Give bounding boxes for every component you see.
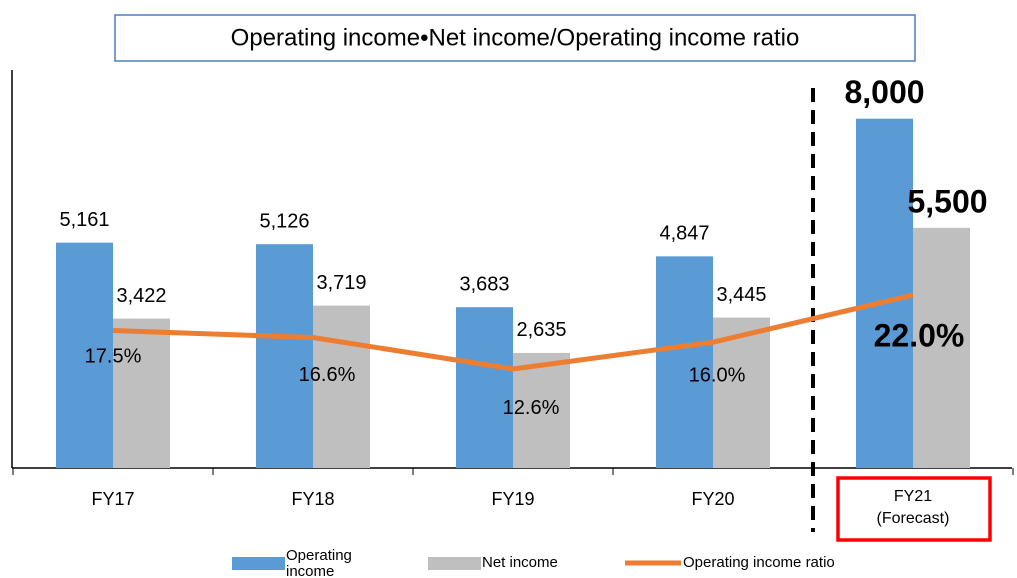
data-label: 5,161 [59, 209, 109, 231]
ratio-label: 12.6% [503, 397, 560, 419]
bar [56, 242, 113, 468]
bar [113, 318, 170, 468]
data-label: 2,635 [516, 319, 566, 341]
bar [913, 227, 970, 468]
legend-swatch [428, 557, 481, 570]
legend-label: Operating income [286, 547, 352, 578]
data-label: 5,126 [259, 210, 309, 232]
data-label: 8,000 [844, 74, 924, 110]
bar [656, 256, 713, 468]
x-tick-label: FY21 (Forecast) [876, 488, 950, 527]
legend-label: Operating income ratio [683, 554, 835, 571]
ratio-label: 22.0% [874, 318, 965, 354]
bar [313, 305, 370, 468]
bar [513, 352, 570, 468]
data-label: 3,422 [116, 285, 166, 307]
forecast-highlight [836, 476, 992, 542]
data-label: 4,847 [659, 223, 709, 245]
ratio-label: 16.0% [689, 365, 746, 387]
bar [256, 244, 313, 468]
x-tick-label: FY19 [491, 489, 535, 509]
data-label: 3,719 [316, 272, 366, 294]
bar [456, 307, 513, 468]
x-tick-label: FY20 [691, 489, 735, 509]
x-tick-label: FY17 [91, 489, 135, 509]
x-tick-label: FY18 [291, 489, 335, 509]
legend-label: Net income [482, 554, 558, 571]
data-label: 5,500 [907, 183, 987, 219]
ratio-line [112, 292, 914, 372]
bar [856, 118, 913, 469]
chart-title: Operating income•Net income/Operating in… [231, 24, 800, 51]
data-label: 3,445 [716, 284, 766, 306]
data-label: 3,683 [459, 273, 509, 295]
bar [713, 317, 770, 468]
legend-swatch [232, 557, 285, 570]
title-box [114, 14, 916, 62]
ratio-label: 16.6% [299, 364, 356, 386]
ratio-label: 17.5% [85, 346, 142, 368]
